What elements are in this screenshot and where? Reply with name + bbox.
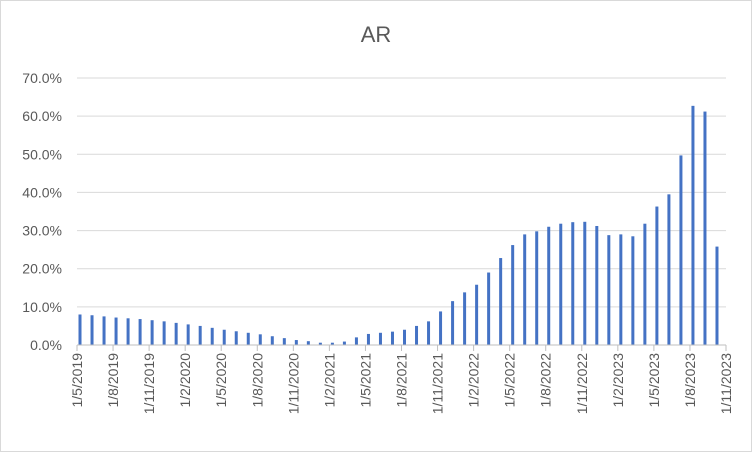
bar [390, 331, 394, 345]
bar [559, 223, 563, 345]
bar [607, 235, 611, 345]
bar [306, 341, 310, 345]
bar [511, 245, 515, 345]
bar [451, 301, 455, 345]
bar [571, 222, 575, 345]
x-axis-ticks: 1/5/2019 1/8/2019 1/11/2019 1/2/2020 1/5/202… [69, 353, 734, 414]
bar [631, 236, 635, 345]
bar [90, 315, 94, 345]
y-tick-label: 40.0% [22, 184, 62, 200]
bar [102, 316, 106, 345]
x-tick-label: 1/11/2020 [285, 353, 301, 414]
x-tick-label: 1/11/2023 [718, 353, 734, 414]
bar [162, 321, 166, 345]
x-tick-label: 1/5/2020 [213, 353, 229, 408]
grid-lines [77, 77, 726, 308]
bar [691, 105, 695, 345]
bar [234, 331, 238, 345]
bar [655, 206, 659, 345]
bar [114, 317, 118, 345]
y-tick-label: 70.0% [22, 70, 62, 86]
y-tick-label: 30.0% [22, 223, 62, 239]
bar [667, 194, 671, 345]
bar [439, 311, 443, 345]
y-tick-label: 20.0% [22, 261, 62, 277]
axes [76, 344, 727, 351]
x-tick-label: 1/5/2023 [646, 353, 662, 408]
bar [523, 234, 527, 345]
bar [535, 231, 539, 345]
x-tick-label: 1/2/2021 [321, 353, 337, 408]
bar [270, 336, 274, 345]
bar [619, 234, 623, 345]
bar [258, 334, 262, 345]
bar [246, 332, 250, 345]
x-tick-label: 1/5/2021 [357, 353, 373, 408]
bar [330, 342, 334, 345]
x-tick-label: 1/8/2020 [249, 353, 265, 408]
x-tick-label: 1/11/2019 [141, 353, 157, 414]
bar [126, 318, 130, 345]
bar [643, 223, 647, 345]
bar [415, 325, 419, 345]
y-tick-label: 50.0% [22, 146, 62, 162]
bar [583, 221, 587, 345]
x-tick-label: 1/8/2021 [394, 353, 410, 408]
y-tick-label: 60.0% [22, 108, 62, 124]
x-tick-label: 1/11/2021 [430, 353, 446, 414]
bar [282, 338, 286, 345]
x-tick-label: 1/8/2023 [682, 353, 698, 408]
bar [78, 314, 82, 345]
bar [378, 332, 382, 345]
bar [342, 341, 346, 345]
bar [174, 322, 178, 345]
bar [463, 292, 467, 345]
bar [366, 333, 370, 345]
bar [595, 225, 599, 345]
x-tick-label: 1/11/2022 [574, 353, 590, 414]
bar [294, 340, 298, 345]
chart-title: AR [360, 22, 392, 47]
y-tick-label: 0.0% [30, 337, 62, 353]
x-tick-label: 1/5/2022 [502, 353, 518, 408]
bar [198, 325, 202, 345]
bar [138, 319, 142, 345]
bar [547, 226, 551, 345]
y-axis-ticks: 0.0% 10.0% 20.0% 30.0% 40.0% 50.0% 60.0% 70.0% [22, 70, 62, 353]
bar [210, 327, 214, 345]
bar [427, 321, 431, 345]
x-tick-label: 1/8/2019 [105, 353, 121, 408]
y-tick-label: 10.0% [22, 299, 62, 315]
x-tick-label: 1/2/2020 [177, 353, 193, 408]
bar [403, 329, 407, 345]
bar [475, 284, 479, 345]
x-tick-label: 1/8/2022 [538, 353, 554, 408]
bar [715, 246, 719, 345]
bar [499, 258, 503, 345]
bar [222, 329, 226, 345]
bar [354, 337, 358, 345]
x-tick-label: 1/2/2023 [610, 353, 626, 408]
x-tick-label: 1/5/2019 [69, 353, 85, 408]
bar [318, 342, 322, 345]
bar [487, 272, 491, 345]
bars [78, 105, 719, 346]
bar [703, 111, 707, 346]
x-tick-label: 1/2/2022 [466, 353, 482, 408]
bar [679, 155, 683, 345]
bar [150, 320, 154, 345]
bar [186, 324, 190, 345]
